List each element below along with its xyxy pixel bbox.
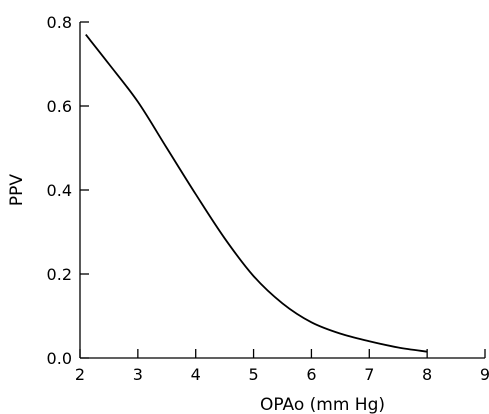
- x-tick-label: 5: [248, 365, 258, 384]
- series-line-0: [85, 34, 428, 353]
- y-tick-label: 0.4: [47, 181, 72, 200]
- y-tick-label: 0.8: [47, 13, 72, 32]
- x-tick-label: 4: [191, 365, 201, 384]
- x-tick-label: 6: [306, 365, 316, 384]
- y-tick-label: 0.2: [47, 265, 72, 284]
- y-tick-label: 0.0: [47, 349, 72, 368]
- x-axis-title: OPAo (mm Hg): [260, 395, 385, 414]
- x-ticks: 2 3 4 5 6 7 8 9: [75, 349, 489, 384]
- y-ticks: 0.0 0.2 0.4 0.6 0.8: [47, 13, 89, 368]
- x-tick-label: 8: [422, 365, 432, 384]
- y-tick-label: 0.6: [47, 97, 72, 116]
- x-tick-label: 3: [133, 365, 143, 384]
- series-group: [85, 34, 428, 353]
- y-axis-title: PPV: [7, 174, 27, 207]
- x-tick-label: 2: [75, 365, 85, 384]
- x-tick-label: 7: [364, 365, 374, 384]
- x-tick-label: 9: [480, 365, 489, 384]
- axes: [79, 22, 485, 359]
